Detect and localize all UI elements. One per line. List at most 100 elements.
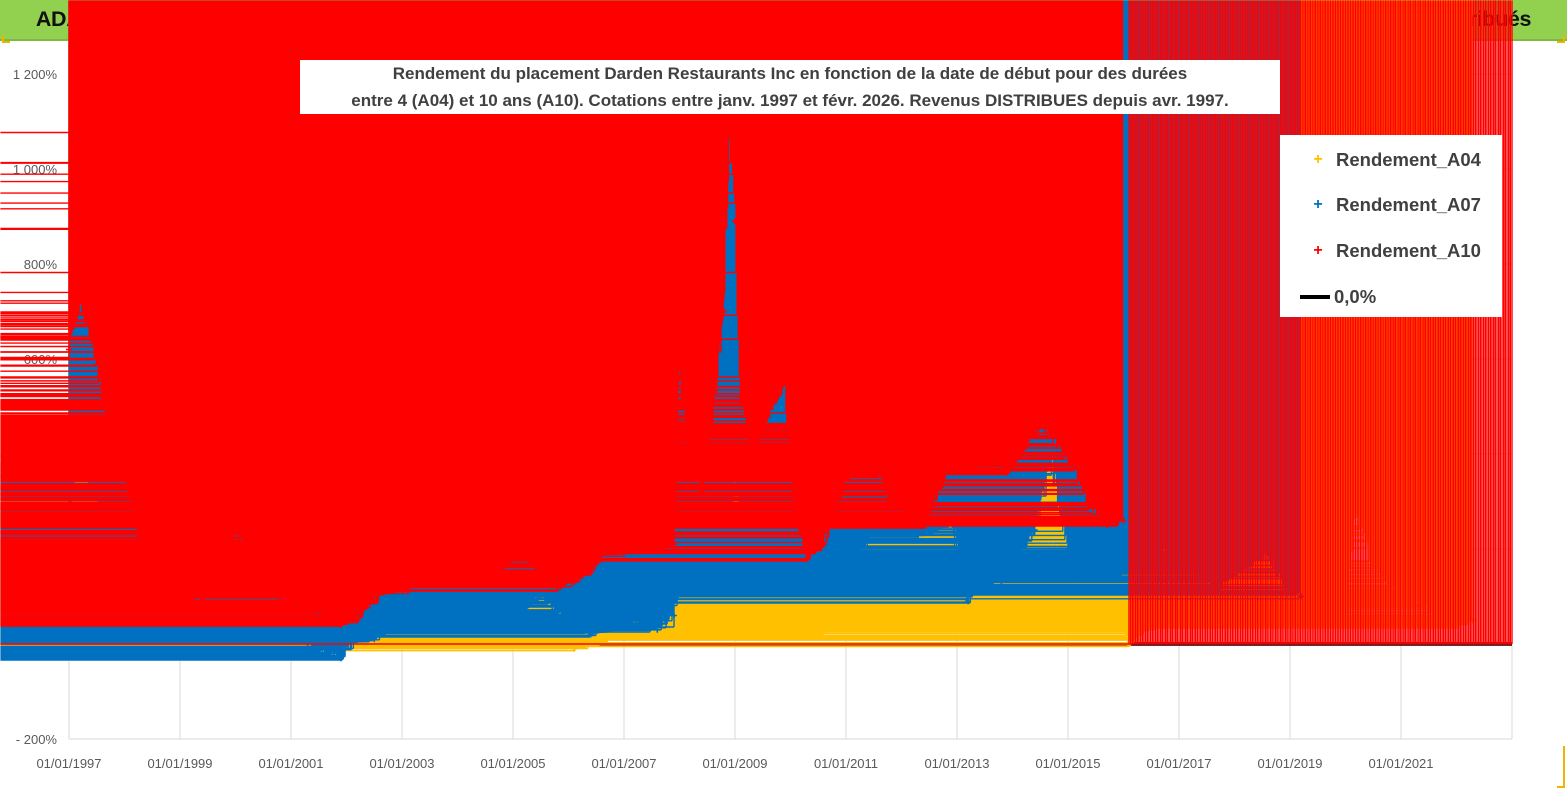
data-point-a07 <box>1065 546 1071 552</box>
data-point-a04 <box>604 636 611 643</box>
data-point-a10 <box>254 546 261 552</box>
chart-title-line2: entre 4 (A04) et 10 ans (A10). Cotations… <box>351 91 1229 110</box>
data-point-a07 <box>404 603 411 609</box>
data-point-a07 <box>587 631 594 638</box>
data-point-a10 <box>732 218 738 225</box>
data-point-a10 <box>66 346 72 353</box>
chart-title-line1: Rendement du placement Darden Restaurant… <box>392 64 1188 83</box>
data-point-a10 <box>676 375 683 381</box>
data-point-a10 <box>177 574 183 581</box>
data-point-a10 <box>837 489 844 495</box>
data-point-a07 <box>1015 555 1022 562</box>
data-point-a10 <box>781 379 788 386</box>
data-point-a07 <box>931 527 938 533</box>
data-point-a10 <box>854 451 861 457</box>
data-point-a04 <box>687 622 694 628</box>
data-point-a04 <box>798 607 805 614</box>
x-tick-label: 01/01/2011 <box>814 756 878 771</box>
data-point-a07 <box>798 565 805 571</box>
data-point-a10 <box>554 584 561 590</box>
data-point-a07 <box>915 531 922 538</box>
data-point-a07 <box>337 655 344 662</box>
data-point-a10 <box>371 598 378 605</box>
data-point-a10 <box>188 588 195 595</box>
data-point-a10 <box>765 413 772 419</box>
x-tick-label: 01/01/2005 <box>480 756 545 771</box>
data-point-a10 <box>354 617 361 624</box>
data-point-a07 <box>454 593 461 600</box>
data-point-a04 <box>748 607 755 614</box>
data-point-a04 <box>831 622 838 628</box>
y-tick-label: 1 000% <box>13 162 58 177</box>
data-point-a07 <box>321 650 328 657</box>
data-point-a10 <box>143 560 150 567</box>
data-point-a07 <box>1031 527 1038 533</box>
legend-item-zero: 0,0% <box>1300 282 1376 312</box>
data-point-a10 <box>337 622 344 628</box>
x-tick-label: 01/01/2001 <box>258 756 323 771</box>
data-point-a10 <box>471 579 478 586</box>
data-point-a10 <box>654 546 661 552</box>
data-point-a07 <box>998 579 1005 586</box>
data-point-a10 <box>88 337 95 343</box>
data-point-a10 <box>954 446 960 453</box>
legend-label-zero: 0,0% <box>1334 286 1377 307</box>
data-point-a04 <box>848 612 855 619</box>
data-point-a10 <box>709 417 716 424</box>
data-point-a10 <box>1037 422 1044 429</box>
x-tick-label: 01/01/2009 <box>702 756 767 771</box>
data-point-a10 <box>987 455 994 462</box>
data-point-a10 <box>887 498 894 505</box>
data-point-a07 <box>1081 565 1088 571</box>
data-point-a07 <box>537 593 544 600</box>
legend-line-zero <box>1300 295 1330 299</box>
data-point-a10 <box>820 541 827 548</box>
data-point-a10 <box>1070 465 1077 472</box>
x-tick-label: 01/01/2015 <box>1035 756 1100 771</box>
corner-mark <box>1557 746 1565 788</box>
x-tick-label: 01/01/2021 <box>1368 756 1433 771</box>
data-point-a10 <box>970 465 977 472</box>
data-point-a10 <box>521 550 528 557</box>
data-point-a10 <box>288 603 294 609</box>
data-point-a10 <box>920 522 927 529</box>
data-point-a07 <box>965 598 972 605</box>
legend-item-a07: + Rendement_A07 <box>1300 190 1481 220</box>
data-point-a10 <box>232 527 239 533</box>
data-point-a10 <box>670 541 677 548</box>
data-point-a04 <box>670 631 677 638</box>
data-point-a07 <box>504 603 511 609</box>
data-point-a10 <box>387 584 394 590</box>
data-point-a10 <box>1120 517 1127 524</box>
data-point-a04 <box>815 631 822 638</box>
data-point-a07 <box>815 555 822 562</box>
data-point-a10 <box>210 584 217 590</box>
x-tick-label: 01/01/1999 <box>147 756 212 771</box>
legend-item-a04: + Rendement_A04 <box>1300 145 1481 175</box>
data-point-a10 <box>937 484 944 491</box>
chart-title: Rendement du placement Darden Restaurant… <box>300 60 1280 114</box>
data-point-a10 <box>487 569 494 576</box>
data-point-a07 <box>354 636 361 643</box>
x-tick-label: 01/01/2003 <box>369 756 434 771</box>
legend-marker-a10: + <box>1313 242 1323 259</box>
data-point-a10 <box>165 555 172 562</box>
data-point-a10 <box>77 299 84 305</box>
data-point-a10 <box>604 546 611 552</box>
data-point-a10 <box>1020 446 1027 453</box>
x-tick-label: 01/01/2019 <box>1257 756 1322 771</box>
data-point-a07 <box>387 622 394 628</box>
legend-label-a07: Rendement_A07 <box>1336 194 1481 215</box>
data-point-a07 <box>554 607 561 614</box>
data-point-a10 <box>110 451 117 457</box>
data-point-a10 <box>748 451 755 457</box>
data-point-a07 <box>654 626 661 633</box>
data-point-a10 <box>265 574 272 581</box>
x-tick-label: 01/01/2017 <box>1146 756 1211 771</box>
data-point-a10 <box>276 593 283 600</box>
data-point-a04 <box>931 607 938 614</box>
data-point-a10 <box>199 598 206 605</box>
data-point-a10 <box>637 541 644 548</box>
